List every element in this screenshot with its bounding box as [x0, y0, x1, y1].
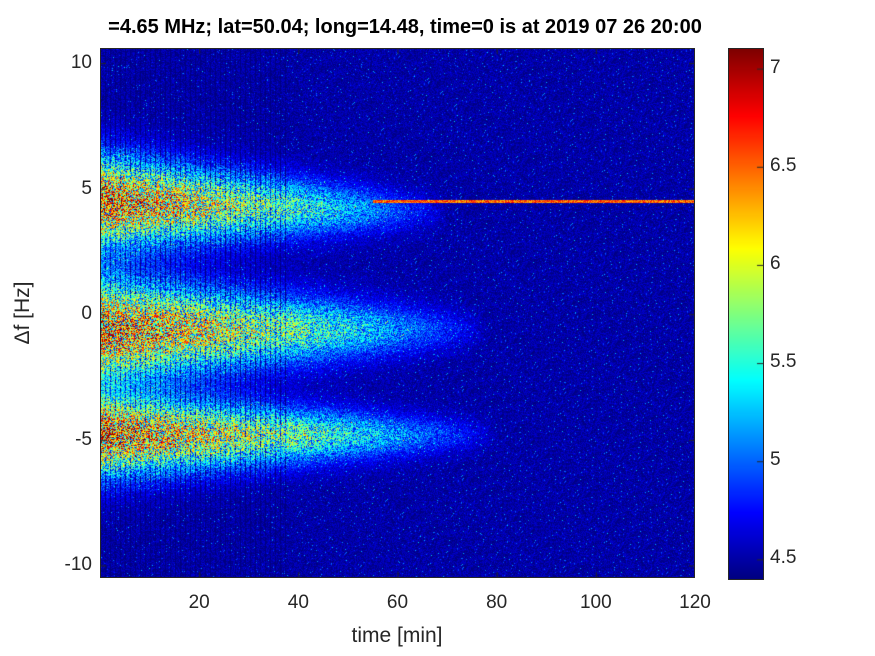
- x-tick-label: 20: [188, 592, 210, 613]
- y-tick-label: 10: [70, 52, 92, 74]
- colorbar-tick-label: 5: [770, 449, 781, 471]
- y-tick-label: -10: [64, 554, 92, 576]
- colorbar-tick-label: 7: [770, 56, 781, 78]
- colorbar-tick-label: 4.5: [770, 547, 797, 569]
- chart-title: =4.65 MHz; lat=50.04; long=14.48, time=0…: [108, 16, 702, 38]
- x-tick-label: 80: [486, 592, 508, 613]
- x-axis-label: time [min]: [351, 624, 443, 647]
- x-tick-label: 120: [679, 592, 711, 613]
- x-tick-label: 40: [287, 592, 309, 613]
- y-tick-label: -5: [75, 428, 92, 450]
- colorbar: [728, 48, 764, 580]
- colorbar-tick-label: 6: [770, 252, 781, 274]
- x-tick-label: 100: [579, 592, 612, 613]
- x-tick-label: 60: [386, 592, 409, 613]
- colorbar-tick-label: 5.5: [770, 351, 797, 373]
- y-tick-label: 5: [81, 177, 92, 199]
- y-tick-label: 0: [81, 303, 92, 325]
- y-axis-label: Δf [Hz]: [11, 281, 34, 345]
- spectrogram-heatmap: [100, 48, 695, 578]
- colorbar-tick-label: 6.5: [770, 154, 797, 176]
